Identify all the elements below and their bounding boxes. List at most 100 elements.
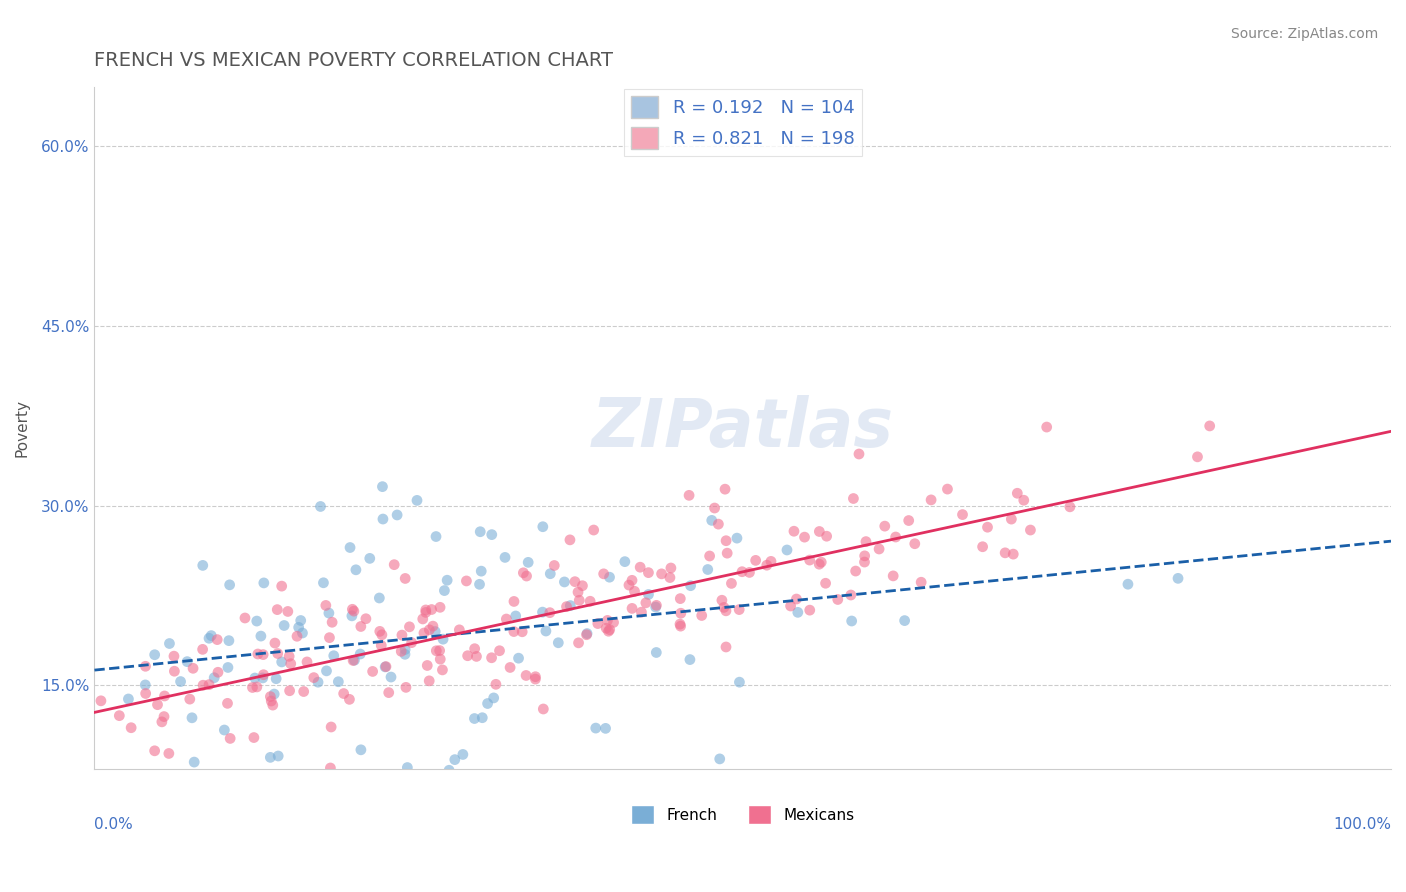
- Mexicans: [395, 681, 418, 695]
- Mexicans: [277, 604, 299, 618]
- Mexicans: [120, 721, 142, 735]
- Mexicans: [714, 533, 737, 548]
- Mexicans: [595, 621, 617, 635]
- Mexicans: [285, 629, 308, 643]
- French: [202, 671, 225, 685]
- French: [291, 626, 314, 640]
- Mexicans: [799, 553, 821, 567]
- French: [709, 752, 731, 766]
- Mexicans: [278, 649, 301, 664]
- Mexicans: [246, 680, 269, 694]
- Mexicans: [571, 579, 593, 593]
- French: [776, 543, 799, 558]
- Mexicans: [716, 546, 738, 560]
- Mexicans: [1007, 486, 1029, 500]
- Mexicans: [270, 579, 292, 593]
- Mexicans: [972, 540, 994, 554]
- French: [728, 675, 751, 690]
- Mexicans: [1059, 500, 1081, 514]
- French: [443, 753, 465, 767]
- French: [343, 653, 366, 667]
- Mexicans: [699, 549, 721, 563]
- French: [599, 570, 621, 584]
- Mexicans: [339, 692, 361, 706]
- Mexicans: [449, 623, 471, 637]
- French: [287, 620, 309, 634]
- French: [359, 551, 381, 566]
- French: [1116, 577, 1139, 591]
- Mexicans: [755, 558, 778, 573]
- Mexicans: [163, 649, 186, 664]
- Mexicans: [1000, 512, 1022, 526]
- Mexicans: [108, 708, 131, 723]
- French: [312, 575, 335, 590]
- Mexicans: [744, 553, 766, 567]
- Mexicans: [413, 626, 436, 640]
- French: [553, 574, 575, 589]
- French: [339, 541, 361, 555]
- Mexicans: [418, 623, 440, 637]
- French: [477, 697, 499, 711]
- Mexicans: [714, 604, 737, 618]
- Mexicans: [623, 584, 645, 599]
- Mexicans: [630, 605, 652, 619]
- French: [644, 600, 666, 615]
- French: [371, 480, 394, 494]
- French: [371, 512, 394, 526]
- Mexicans: [651, 566, 673, 581]
- French: [143, 648, 166, 662]
- Mexicans: [848, 447, 870, 461]
- Mexicans: [598, 624, 620, 639]
- Mexicans: [669, 617, 692, 632]
- French: [307, 675, 329, 690]
- Mexicans: [488, 644, 510, 658]
- French: [385, 508, 408, 522]
- French: [139, 809, 162, 823]
- French: [471, 711, 494, 725]
- Mexicans: [855, 534, 877, 549]
- Mexicans: [669, 619, 692, 633]
- Mexicans: [558, 533, 581, 547]
- Mexicans: [456, 574, 478, 588]
- Mexicans: [873, 519, 896, 533]
- French: [388, 810, 411, 824]
- Mexicans: [904, 537, 927, 551]
- French: [218, 633, 240, 648]
- Mexicans: [429, 600, 451, 615]
- French: [169, 674, 191, 689]
- French: [505, 609, 527, 624]
- Mexicans: [375, 659, 398, 673]
- French: [134, 678, 156, 692]
- Mexicans: [495, 612, 517, 626]
- Mexicans: [785, 592, 807, 607]
- Mexicans: [163, 664, 186, 678]
- Mexicans: [714, 482, 737, 496]
- French: [263, 687, 285, 701]
- Mexicans: [153, 709, 176, 723]
- French: [250, 629, 273, 643]
- Mexicans: [252, 648, 274, 662]
- Mexicans: [321, 615, 343, 630]
- Mexicans: [429, 652, 451, 666]
- French: [396, 760, 419, 774]
- Mexicans: [783, 524, 806, 539]
- French: [508, 651, 530, 665]
- Mexicans: [793, 530, 815, 544]
- French: [538, 566, 561, 581]
- Mexicans: [564, 574, 586, 589]
- Mexicans: [1012, 493, 1035, 508]
- Mexicans: [354, 612, 377, 626]
- Mexicans: [198, 678, 221, 692]
- Mexicans: [321, 720, 343, 734]
- Mexicans: [242, 681, 264, 695]
- Mexicans: [415, 606, 437, 620]
- French: [259, 750, 281, 764]
- French: [470, 524, 492, 539]
- Mexicans: [512, 566, 534, 580]
- Mexicans: [389, 644, 412, 658]
- French: [344, 563, 367, 577]
- Mexicans: [94, 772, 117, 787]
- Mexicans: [845, 564, 868, 578]
- Mexicans: [146, 698, 169, 712]
- French: [679, 579, 702, 593]
